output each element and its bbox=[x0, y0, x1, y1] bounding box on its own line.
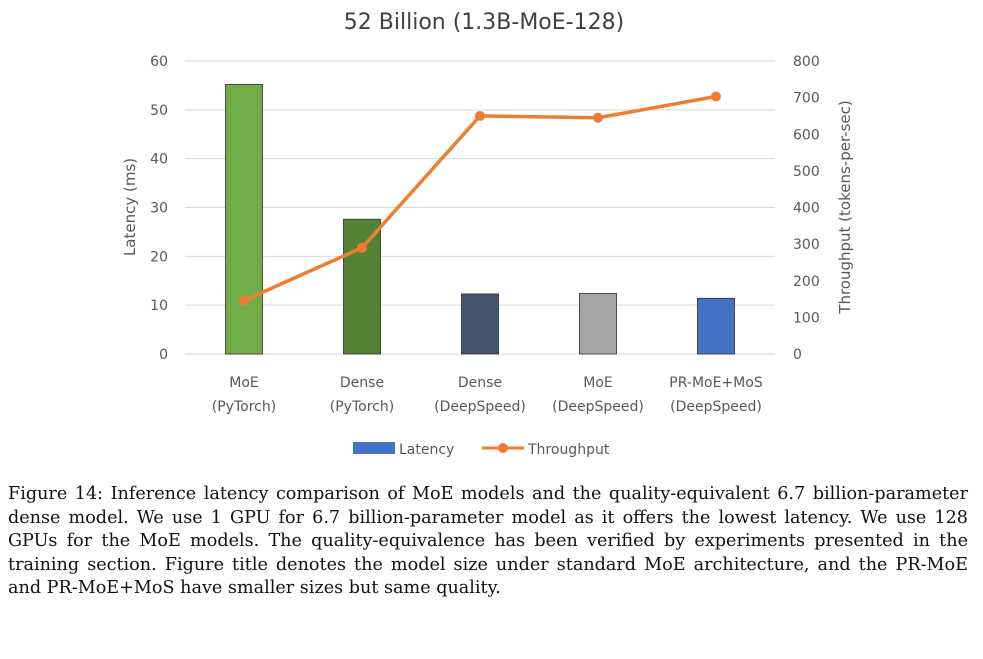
chart-title: 52 Billion (1.3B-MoE-128) bbox=[344, 10, 624, 35]
x-tick-label: (DeepSpeed) bbox=[434, 399, 526, 415]
x-tick-label: (PyTorch) bbox=[330, 399, 394, 415]
y2-tick-label: 600 bbox=[793, 127, 820, 143]
chart: 52 Billion (1.3B-MoE-128) 0102030405060 … bbox=[121, 10, 854, 458]
y-tick-label: 60 bbox=[150, 54, 168, 70]
latency-bar bbox=[579, 293, 617, 355]
legend-swatch-latency bbox=[353, 442, 395, 454]
latency-bars bbox=[225, 84, 735, 355]
legend-marker-throughput bbox=[498, 443, 508, 453]
throughput-point bbox=[593, 112, 603, 123]
y2-tick-label: 200 bbox=[793, 274, 820, 290]
legend-label-throughput: Throughput bbox=[527, 442, 610, 458]
y-tick-label: 10 bbox=[150, 298, 168, 314]
throughput-point bbox=[239, 295, 249, 306]
y2-tick-label: 800 bbox=[793, 54, 820, 70]
throughput-point bbox=[711, 91, 721, 102]
latency-bar bbox=[461, 293, 499, 355]
y2-axis-label: Throughput (tokens-per-sec) bbox=[836, 100, 854, 314]
legend-label-latency: Latency bbox=[399, 442, 454, 458]
x-tick-label: Dense bbox=[458, 375, 502, 391]
throughput-point bbox=[475, 110, 485, 121]
x-tick-label: Dense bbox=[340, 375, 384, 391]
y-tick-label: 20 bbox=[150, 249, 168, 265]
throughput-point bbox=[357, 242, 367, 253]
y2-tick-label: 500 bbox=[793, 164, 820, 180]
figure-caption: Figure 14: Inference latency comparison … bbox=[8, 484, 968, 598]
y-tick-label: 40 bbox=[150, 152, 168, 168]
legend: Latency Throughput bbox=[353, 442, 610, 458]
x-tick-label: PR-MoE+MoS bbox=[669, 375, 763, 391]
left-axis-ticks: 0 10 20 30 40 50 60 bbox=[150, 54, 168, 363]
y-tick-label: 30 bbox=[150, 201, 168, 217]
y-tick-label: 50 bbox=[150, 103, 168, 119]
y2-tick-label: 700 bbox=[793, 91, 820, 107]
throughput-series-line bbox=[243, 94, 717, 303]
latency-bar bbox=[697, 297, 735, 355]
y2-tick-label: 100 bbox=[793, 310, 820, 326]
gridlines bbox=[185, 60, 775, 355]
y2-tick-label: 400 bbox=[793, 201, 820, 217]
y2-tick-label: 0 bbox=[793, 347, 802, 363]
latency-bar bbox=[343, 218, 381, 355]
x-tick-label: (DeepSpeed) bbox=[552, 399, 644, 415]
latency-bar bbox=[225, 84, 263, 355]
y-tick-label: 0 bbox=[159, 347, 168, 363]
y-axis-label: Latency (ms) bbox=[121, 158, 139, 256]
throughput-line bbox=[239, 91, 721, 306]
right-axis-ticks: 0 100 200 300 400 500 600 700 800 bbox=[793, 54, 820, 363]
y2-tick-label: 300 bbox=[793, 237, 820, 253]
x-tick-label: MoE bbox=[583, 375, 613, 391]
x-axis-ticks: MoE (PyTorch) Dense (PyTorch) Dense (DeepSpee… bbox=[212, 375, 763, 415]
x-tick-label: MoE bbox=[229, 375, 259, 391]
x-tick-label: (PyTorch) bbox=[212, 399, 276, 415]
x-tick-label: (DeepSpeed) bbox=[670, 399, 762, 415]
